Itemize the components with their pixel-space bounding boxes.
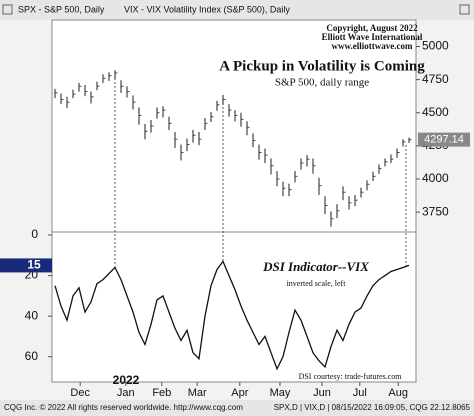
dsi-line: [54, 260, 410, 371]
y-tick-label: 3750: [422, 204, 449, 218]
note: DSI courtesy: trade-futures.com: [299, 372, 403, 381]
last-value-label: 15: [27, 258, 41, 272]
upper-panel: [51, 19, 417, 233]
footer-right: SPX,D | VIX,D | 08/15/2022 16:09:05, CQG…: [274, 403, 471, 412]
last-price-label: 4297.14: [424, 134, 464, 146]
lower-panel: [51, 231, 417, 383]
x-tick-label: Dec: [70, 387, 90, 399]
x-tick-label: May: [270, 387, 291, 399]
x-tick-label: Jan: [117, 387, 135, 399]
chart-title: A Pickup in Volatility is Coming: [219, 58, 425, 74]
panel-subtitle: inverted scale, left: [287, 279, 347, 288]
y-tick-label: 4500: [422, 105, 449, 119]
last-price-box: [418, 132, 470, 147]
header-bar: [0, 0, 474, 20]
panel-title: DSI Indicator--VIX: [262, 259, 369, 274]
header-left: SPX - S&P 500, Daily: [18, 4, 105, 14]
year-label: 2022: [113, 373, 140, 387]
credit: www.elliottwave.com: [332, 41, 413, 51]
last-value-box: [0, 258, 52, 273]
x-tick-label: Jun: [313, 387, 331, 399]
y-tick-label: 4000: [422, 171, 449, 185]
y-tick-label: 0: [31, 227, 38, 241]
y-tick-label: 5000: [422, 39, 449, 53]
icon[interactable]: [2, 4, 13, 15]
icon[interactable]: [459, 4, 470, 15]
x-tick-label: Mar: [188, 387, 207, 399]
footer-left: CQG Inc. © 2022 All rights reserved worl…: [4, 403, 243, 412]
footer-bar: [0, 400, 474, 416]
x-tick-label: Jul: [353, 387, 367, 399]
header-right: VIX - VIX Volatility Index (S&P 500), Da…: [124, 4, 290, 14]
x-tick-label: Aug: [388, 387, 408, 399]
y-tick-label: 40: [25, 308, 39, 322]
x-tick-label: Feb: [152, 387, 171, 399]
credit: Copyright, August 2022: [326, 23, 418, 33]
chart-subtitle: S&P 500, daily range: [275, 77, 369, 89]
y-tick-label: 60: [25, 349, 39, 363]
y-tick-label: 4750: [422, 72, 449, 86]
x-tick-label: Apr: [231, 387, 248, 399]
credit: Elliott Wave International: [322, 32, 423, 42]
